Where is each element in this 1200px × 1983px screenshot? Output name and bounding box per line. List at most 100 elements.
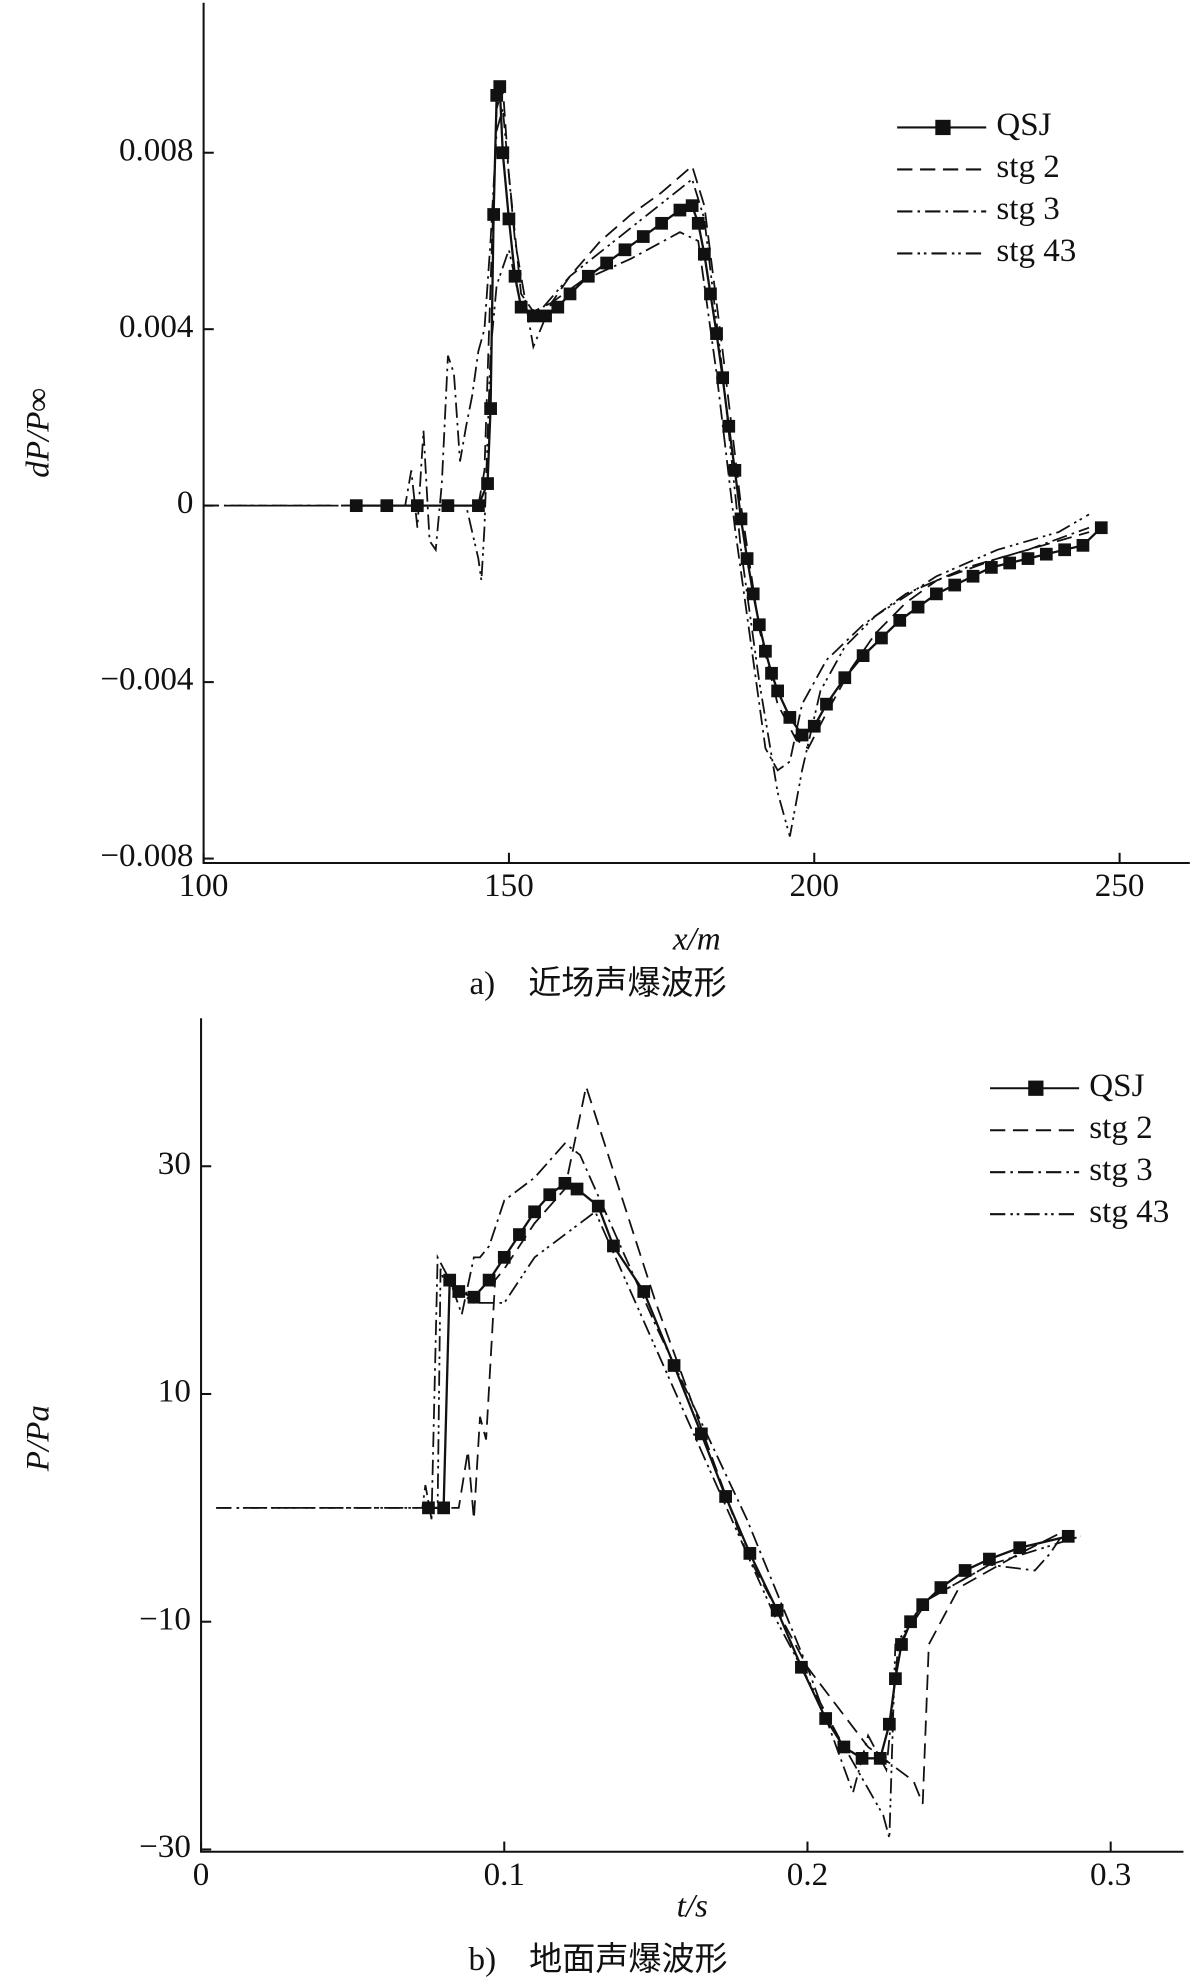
marker bbox=[983, 1552, 996, 1566]
marker bbox=[743, 1547, 757, 1560]
series-line bbox=[216, 1142, 1066, 1796]
marker bbox=[916, 1598, 930, 1612]
marker bbox=[728, 463, 742, 477]
series-line bbox=[203, 108, 1090, 772]
caption: a) 近场声爆波形 bbox=[469, 965, 726, 1002]
legend-label: stg 2 bbox=[1089, 1110, 1152, 1146]
marker bbox=[570, 1182, 584, 1196]
y-axis-label: dP/P∞ bbox=[20, 388, 56, 478]
marker bbox=[637, 1285, 651, 1298]
y-tick-label: 0.004 bbox=[119, 309, 194, 345]
marker bbox=[719, 1490, 732, 1503]
y-tick-label: 30 bbox=[158, 1146, 191, 1182]
marker bbox=[697, 247, 711, 261]
marker bbox=[1076, 538, 1090, 552]
y-tick-label: −30 bbox=[139, 1829, 191, 1865]
x-tick-label: 250 bbox=[1095, 868, 1145, 904]
marker bbox=[482, 1273, 496, 1287]
marker bbox=[1003, 556, 1017, 570]
legend-label: stg 3 bbox=[996, 191, 1059, 227]
x-tick-label: 100 bbox=[179, 868, 229, 904]
marker bbox=[539, 309, 552, 323]
marker bbox=[734, 512, 748, 526]
marker bbox=[493, 80, 507, 93]
y-tick-label: −10 bbox=[139, 1601, 191, 1637]
marker bbox=[958, 1564, 972, 1577]
y-tick-label: −0.008 bbox=[100, 838, 193, 874]
legend-label: stg 43 bbox=[1089, 1194, 1169, 1230]
marker bbox=[526, 309, 540, 323]
x-tick-label: 0.3 bbox=[1090, 1857, 1131, 1893]
marker bbox=[984, 561, 998, 574]
marker bbox=[600, 256, 614, 270]
axes bbox=[200, 1018, 1184, 1853]
marker bbox=[472, 499, 485, 513]
y-axis-label: P/Pa bbox=[20, 1405, 56, 1472]
marker bbox=[1094, 521, 1108, 535]
legend-label: QSJ bbox=[1089, 1068, 1144, 1104]
marker bbox=[875, 631, 888, 645]
x-axis-label: t/s bbox=[677, 1889, 708, 1925]
series-line bbox=[203, 177, 1090, 837]
marker bbox=[551, 300, 565, 314]
marker bbox=[795, 728, 809, 742]
x-tick-label: 200 bbox=[789, 868, 839, 904]
marker bbox=[930, 587, 943, 601]
y-tick-label: −0.004 bbox=[100, 662, 194, 698]
legend-label: stg 2 bbox=[996, 149, 1059, 185]
marker bbox=[934, 1581, 948, 1594]
marker bbox=[513, 1228, 526, 1241]
series-line bbox=[428, 1083, 1066, 1805]
x-tick-label: 0.1 bbox=[484, 1857, 525, 1893]
marker bbox=[673, 203, 687, 217]
marker bbox=[838, 671, 852, 685]
y-tick-label: 0.008 bbox=[119, 132, 193, 168]
y-tick-label: 10 bbox=[158, 1374, 191, 1410]
marker bbox=[655, 216, 668, 230]
x-tick-label: 150 bbox=[484, 868, 534, 904]
marker bbox=[528, 1205, 541, 1219]
y-tick-label: 0 bbox=[177, 485, 194, 521]
series-line bbox=[203, 86, 1090, 750]
x-tick-label: 0.2 bbox=[787, 1857, 828, 1893]
marker bbox=[856, 649, 870, 662]
marker bbox=[497, 1250, 511, 1264]
marker bbox=[691, 216, 705, 230]
legend-marker bbox=[1028, 1080, 1044, 1096]
caption: b) 地面声爆波形 bbox=[469, 1941, 728, 1978]
marker bbox=[771, 684, 784, 698]
marker bbox=[636, 230, 650, 243]
marker bbox=[893, 613, 907, 627]
marker bbox=[581, 269, 595, 283]
marker bbox=[443, 1273, 457, 1287]
marker bbox=[685, 199, 699, 213]
marker bbox=[746, 587, 760, 601]
series-line bbox=[216, 1210, 1081, 1839]
marker bbox=[837, 1740, 851, 1754]
marker bbox=[558, 1176, 572, 1190]
legend-label: QSJ bbox=[996, 107, 1051, 143]
x-tick-label: 0 bbox=[193, 1857, 210, 1893]
marker bbox=[481, 477, 494, 490]
marker bbox=[911, 600, 925, 614]
legend-label: stg 3 bbox=[1089, 1152, 1152, 1188]
marker bbox=[966, 569, 980, 583]
series-line bbox=[428, 1181, 1069, 1760]
marker bbox=[765, 666, 778, 680]
marker bbox=[895, 1638, 908, 1651]
marker bbox=[467, 1290, 481, 1304]
marker bbox=[948, 578, 962, 592]
legend-marker bbox=[935, 119, 951, 136]
series-line bbox=[356, 86, 1103, 737]
marker bbox=[1039, 547, 1053, 561]
x-axis-label: x/m bbox=[672, 921, 721, 957]
marker bbox=[618, 243, 632, 257]
marker bbox=[607, 1239, 620, 1253]
marker bbox=[1061, 1529, 1075, 1543]
legend-label: stg 43 bbox=[996, 233, 1076, 269]
marker bbox=[502, 212, 516, 226]
marker bbox=[1058, 543, 1071, 557]
marker bbox=[543, 1188, 557, 1202]
marker bbox=[487, 208, 501, 221]
